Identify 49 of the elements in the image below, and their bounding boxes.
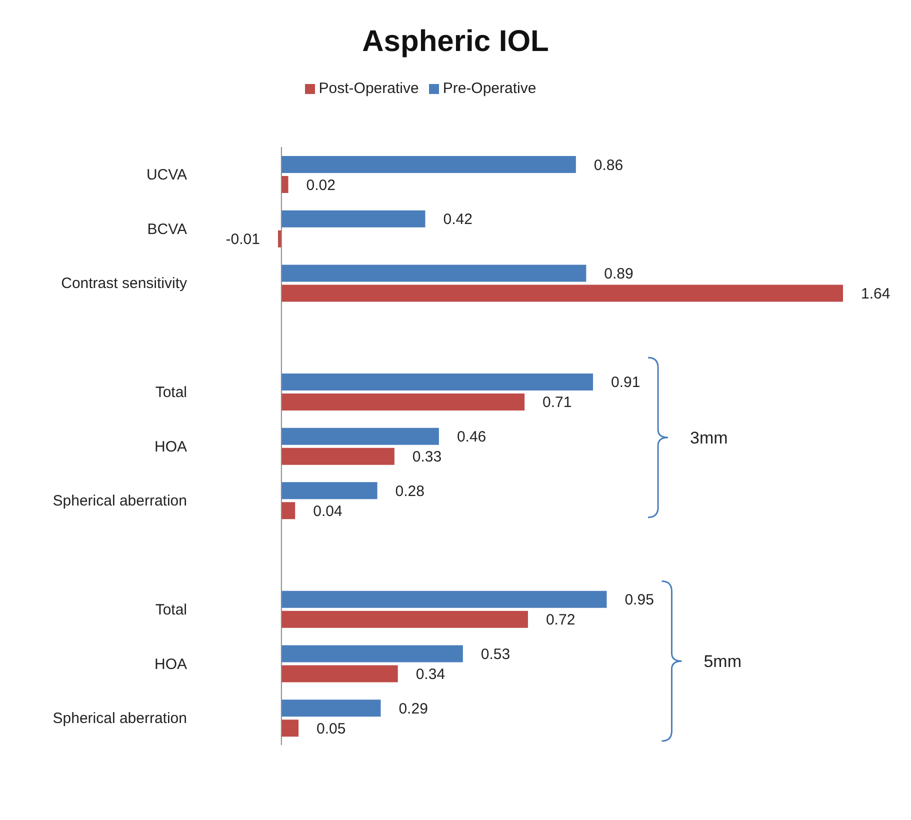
data-label: 0.86: [594, 156, 624, 174]
bar: [281, 448, 394, 465]
chart-title: Aspheric IOL: [362, 25, 549, 58]
y-tick-label: Contrast sensitivity: [61, 275, 188, 292]
bar: [281, 700, 381, 717]
data-label: 0.29: [398, 700, 428, 718]
bar: [281, 482, 378, 500]
bar: [281, 645, 463, 662]
y-tick-label: Total: [155, 601, 187, 618]
data-label: 1.64: [861, 285, 890, 302]
y-tick-label: BCVA: [147, 220, 187, 238]
data-label: 0.34: [416, 666, 446, 684]
data-label: 0.91: [611, 374, 640, 392]
data-label: 0.42: [443, 211, 472, 228]
data-label: 0.04: [313, 502, 342, 520]
bar: [281, 284, 843, 302]
bar: [281, 176, 288, 193]
data-label: 0.95: [624, 592, 654, 609]
annotation: 3mm: [690, 428, 728, 448]
y-tick-label: Spherical aberration: [52, 710, 187, 728]
data-label: 0.71: [542, 394, 572, 412]
data-label: 0.72: [546, 612, 576, 629]
y-tick-label: Total: [155, 384, 187, 401]
y-tick-label: Spherical aberration: [52, 492, 187, 510]
y-tick-label: HOA: [154, 438, 187, 456]
data-label: 0.89: [604, 265, 634, 282]
data-label: 0.02: [306, 176, 336, 194]
legend-label: Post-Operative: [318, 80, 419, 97]
legend-label: Pre-Operative: [442, 80, 536, 97]
bar: [281, 210, 426, 228]
y-tick-label: HOA: [154, 656, 187, 673]
annotation: 5mm: [704, 652, 742, 672]
bar: [281, 502, 296, 520]
bar: [281, 373, 594, 390]
data-label: 0.28: [395, 482, 425, 500]
bar: [281, 720, 299, 737]
bar: [281, 264, 586, 282]
bar: [281, 156, 576, 173]
bar: [281, 610, 528, 628]
data-label: 0.33: [412, 448, 442, 466]
data-label: 0.05: [316, 720, 346, 738]
bar: [281, 428, 439, 445]
data-label: 0.46: [456, 428, 486, 446]
bar: [281, 393, 525, 410]
y-tick-label: UCVA: [146, 166, 187, 184]
bar: [281, 590, 607, 608]
bar: [281, 665, 398, 682]
data-label: -0.01: [226, 231, 260, 248]
data-label: 0.53: [480, 646, 510, 664]
